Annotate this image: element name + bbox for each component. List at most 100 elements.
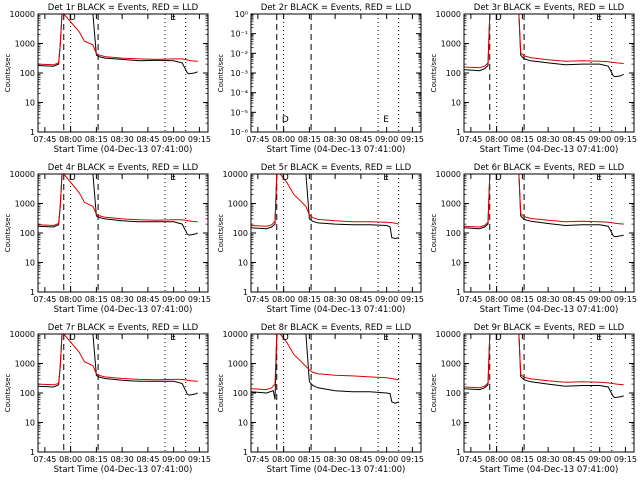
x-tick-label: 08:45 — [136, 135, 159, 144]
event-marker: E — [596, 173, 602, 183]
y-tick-label: 10000 — [436, 170, 461, 179]
panel-title: Det 3r BLACK = Events, RED = LLD — [474, 3, 625, 13]
y-tick-label: 10 — [451, 259, 461, 268]
x-tick-label: 08:30 — [537, 455, 560, 464]
y-tick-label: 10⁻³ — [230, 69, 248, 78]
x-tick-label: 08:00 — [485, 455, 508, 464]
y-tick-label: 1000 — [228, 360, 248, 369]
x-tick-label: 08:30 — [111, 135, 134, 144]
y-tick-label: 1 — [243, 448, 248, 457]
panel-title: Det 6r BLACK = Events, RED = LLD — [474, 163, 625, 173]
chart-panel: 1 10 100 1000 10000 07:45 08:00 08:15 08:30 08:45… — [4, 3, 211, 155]
x-tick-label: 09:15 — [188, 135, 211, 144]
y-tick-label: 10⁻⁶ — [230, 128, 248, 137]
x-tick-label: 07:45 — [33, 135, 56, 144]
x-tick-label: 09:15 — [401, 135, 424, 144]
y-tick-label: 10⁻² — [230, 49, 248, 58]
y-tick-label: 1000 — [441, 200, 461, 209]
x-tick-label: 08:15 — [298, 295, 321, 304]
y-tick-label: 100 — [20, 389, 35, 398]
y-tick-label: 1000 — [228, 200, 248, 209]
x-tick-label: 09:00 — [162, 135, 185, 144]
x-tick-label: 07:45 — [459, 295, 482, 304]
x-axis-label: Start Time (04-Dec-13 07:41:00) — [267, 305, 406, 315]
y-tick-label: 10000 — [223, 330, 248, 339]
x-tick-label: 08:30 — [324, 135, 347, 144]
x-tick-label: 08:00 — [59, 455, 82, 464]
y-tick-label: 1000 — [441, 360, 461, 369]
y-tick-label: 100 — [446, 389, 461, 398]
x-tick-label: 08:00 — [59, 135, 82, 144]
x-tick-label: 08:45 — [136, 455, 159, 464]
y-tick-label: 10 — [25, 99, 35, 108]
x-tick-label: 08:45 — [349, 295, 372, 304]
y-tick-label: 1 — [30, 288, 35, 297]
y-tick-label: 10 — [451, 419, 461, 428]
event-marker: D — [69, 13, 76, 23]
x-tick-label: 08:45 — [562, 135, 585, 144]
event-marker: E — [170, 333, 176, 343]
y-tick-label: 1 — [30, 448, 35, 457]
series-lld — [38, 174, 198, 227]
x-tick-label: 09:00 — [375, 455, 398, 464]
event-marker: E — [383, 333, 389, 343]
y-tick-label: 10 — [238, 419, 248, 428]
y-tick-label: 10 — [25, 259, 35, 268]
y-axis-label: Counts/sec — [430, 214, 438, 253]
y-tick-label: 10000 — [10, 330, 35, 339]
y-tick-label: 10 — [238, 259, 248, 268]
y-tick-label: 10000 — [436, 330, 461, 339]
x-tick-label: 09:00 — [588, 295, 611, 304]
series-lld — [251, 174, 399, 227]
x-tick-label: 09:00 — [162, 455, 185, 464]
y-axis-label: Counts/sec — [4, 54, 12, 93]
chart-panel: 1 10 100 1000 10000 07:45 08:00 08:15 08:30 08:45… — [217, 323, 424, 475]
series-lld — [38, 334, 198, 386]
x-tick-label: 09:15 — [401, 295, 424, 304]
x-tick-label: 08:15 — [85, 295, 108, 304]
y-tick-label: 10000 — [10, 10, 35, 19]
series-lld — [464, 334, 624, 389]
chart-panel: 1 10 100 1000 10000 07:45 08:00 08:15 08:30 08:45… — [4, 163, 211, 315]
y-tick-label: 10000 — [436, 10, 461, 19]
y-tick-label: 100 — [233, 229, 248, 238]
series-lld — [251, 334, 399, 391]
x-axis-label: Start Time (04-Dec-13 07:41:00) — [267, 465, 406, 475]
y-tick-label: 100 — [446, 69, 461, 78]
event-marker: D — [282, 173, 289, 183]
x-tick-label: 08:00 — [272, 135, 295, 144]
panel-title: Det 8r BLACK = Events, RED = LLD — [261, 323, 412, 333]
y-tick-label: 10⁻⁵ — [230, 108, 248, 117]
chart-panel: 1 10 100 1000 10000 07:45 08:00 08:15 08:30 08:45… — [430, 163, 637, 315]
y-tick-label: 1 — [456, 288, 461, 297]
y-tick-label: 10 — [25, 419, 35, 428]
y-tick-label: 10⁻⁴ — [230, 89, 248, 98]
x-tick-label: 08:00 — [485, 295, 508, 304]
y-tick-label: 10⁻¹ — [230, 30, 248, 39]
event-marker: D — [282, 333, 289, 343]
event-marker: D — [69, 333, 76, 343]
y-tick-label: 1 — [456, 448, 461, 457]
y-axis-label: Counts/sec — [4, 214, 12, 253]
x-tick-label: 07:45 — [33, 455, 56, 464]
chart-panel: 1 10 100 1000 10000 07:45 08:00 08:15 08:30 08:45… — [4, 323, 211, 475]
x-axis-label: Start Time (04-Dec-13 07:41:00) — [54, 305, 193, 315]
x-tick-label: 09:00 — [588, 455, 611, 464]
series-events — [464, 174, 624, 238]
series-lld — [464, 174, 624, 228]
event-marker: D — [495, 333, 502, 343]
y-tick-label: 10 — [451, 99, 461, 108]
y-tick-label: 1000 — [15, 40, 35, 49]
y-tick-label: 1000 — [15, 200, 35, 209]
event-marker: D — [69, 173, 76, 183]
event-marker: D — [495, 13, 502, 23]
series-events — [251, 174, 399, 240]
x-tick-label: 09:15 — [188, 455, 211, 464]
y-axis-label: Counts/sec — [4, 374, 12, 413]
y-axis-label: Counts/sec — [430, 54, 438, 93]
x-tick-label: 08:30 — [111, 455, 134, 464]
x-tick-label: 08:30 — [537, 295, 560, 304]
y-tick-label: 100 — [20, 229, 35, 238]
y-tick-label: 10000 — [10, 170, 35, 179]
